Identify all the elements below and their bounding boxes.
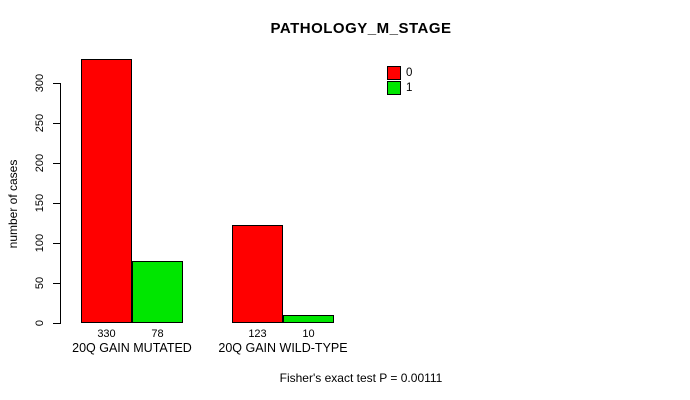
- y-tick: [53, 83, 60, 84]
- bar-value-label: 123: [248, 328, 267, 340]
- bar-0-1: [232, 225, 283, 323]
- fisher-test-annotation: Fisher's exact test P = 0.00111: [279, 371, 443, 385]
- legend-row: 1: [387, 81, 412, 95]
- bar-1-0: [132, 261, 183, 323]
- y-axis-label: number of cases: [6, 159, 20, 249]
- y-tick-label: 0: [34, 319, 46, 327]
- bar-value-label: 330: [97, 328, 116, 340]
- category-label: 20Q GAIN WILD-TYPE: [218, 341, 348, 355]
- legend-label: 0: [406, 66, 413, 79]
- bar-0-0: [81, 59, 132, 323]
- y-tick-label: 250: [34, 113, 46, 133]
- legend-swatch-1: [387, 81, 401, 95]
- bar-value-label: 10: [302, 328, 315, 340]
- bar-value-label: 78: [151, 328, 164, 340]
- legend-row: 0: [387, 66, 412, 80]
- y-tick-label: 100: [34, 233, 46, 253]
- y-axis-line: [60, 83, 61, 324]
- category-label: 20Q GAIN MUTATED: [72, 341, 192, 355]
- legend-swatch-0: [387, 66, 401, 80]
- y-tick: [53, 283, 60, 284]
- y-tick: [53, 123, 60, 124]
- legend-label: 1: [406, 81, 413, 94]
- y-tick-label: 50: [34, 276, 46, 290]
- y-tick: [53, 243, 60, 244]
- y-tick: [53, 323, 60, 324]
- bar-1-1: [283, 315, 334, 323]
- y-tick-label: 300: [34, 73, 46, 93]
- y-tick-label: 200: [34, 153, 46, 173]
- y-tick: [53, 163, 60, 164]
- y-tick-label: 150: [34, 193, 46, 213]
- y-tick: [53, 203, 60, 204]
- chart-title: PATHOLOGY_M_STAGE: [270, 20, 452, 37]
